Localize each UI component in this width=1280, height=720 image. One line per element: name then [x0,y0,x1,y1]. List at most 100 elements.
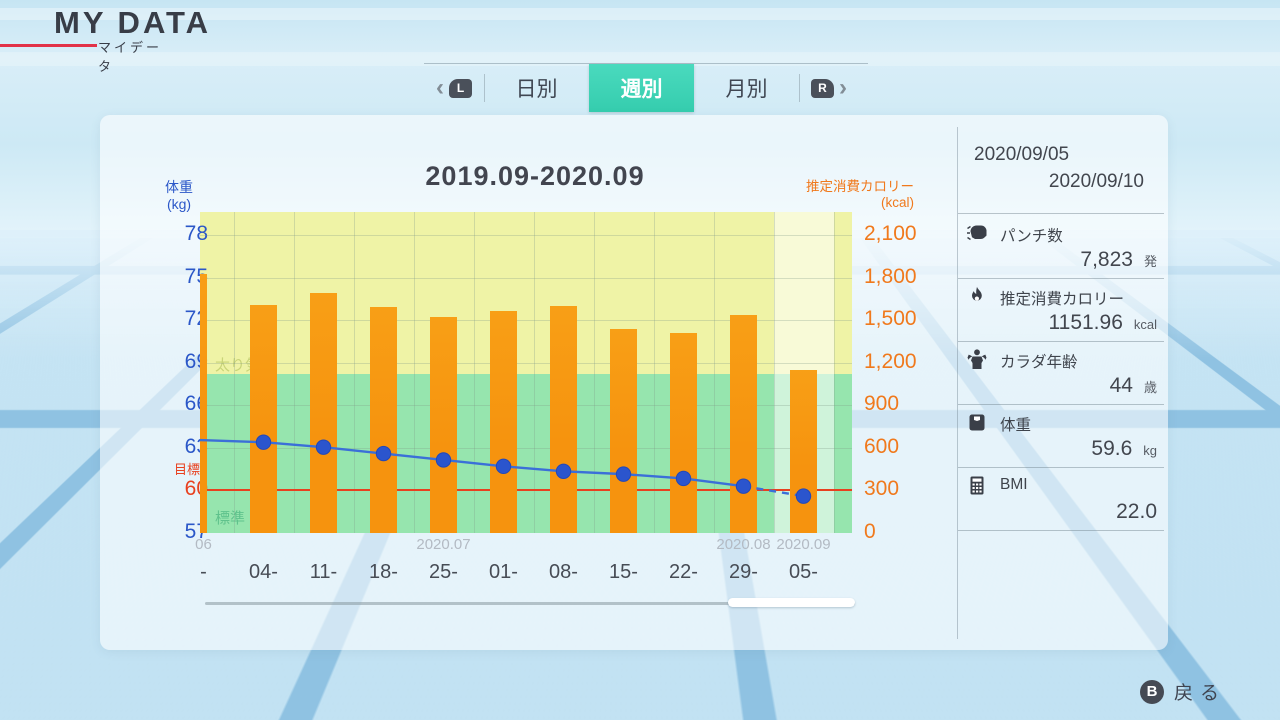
gridline-horizontal [200,235,852,237]
sky-band [0,8,1280,20]
gridline-vertical [293,212,295,533]
date-range-end: 2020/09/10 [1048,171,1144,192]
stat-divider [958,213,1164,214]
calorie-bar [370,307,397,533]
tab-daily[interactable]: 日別 [515,78,558,101]
calorie-bar [200,274,207,533]
stat-value: 22.0 [1116,500,1157,523]
stat-value-row: 22.0 [958,500,1157,528]
weight-line [200,438,744,488]
weight-point [315,439,332,455]
stat-unit: kcal [1133,317,1157,332]
tab-monthly[interactable]: 月別 [725,78,768,101]
stat-value-row: 59.6 kg [958,437,1157,465]
calorie-bar [610,328,637,533]
period-tabbar: ‹ L 日別 週別 月別 R › [424,64,864,112]
stat-label: パンチ数 [1000,228,1063,245]
gridline-horizontal [200,320,852,322]
prev-period-button[interactable]: ‹ L [424,64,484,112]
chevron-right-icon: › [839,74,847,101]
date-range: 2020/09/05 2020/09/10 [958,144,1158,193]
next-period-button[interactable]: R › [799,64,859,112]
stat-value-row: 44 歳 [958,374,1157,402]
boxing-glove-icon [966,222,988,244]
gridline-vertical [353,212,355,533]
chart-title: 2019.09-2020.09 [425,161,645,191]
stat-label: カラダ年齢 [1000,354,1078,371]
stat-divider [958,404,1164,405]
weight-point [555,463,572,479]
panel-divider [957,127,958,639]
date-range-start: 2020/09/05 [974,144,1070,165]
gridline-horizontal [200,362,852,364]
stat-row-calculator: BMI 22.0 [958,474,1164,537]
gridline-vertical [533,212,535,533]
weight-point [615,466,632,482]
weight-point [675,470,692,487]
title-underline [0,44,97,47]
gridline-vertical [773,212,775,533]
chevron-left-icon: ‹ [436,74,444,101]
left-axis-title: 体重 (kg) [165,179,193,212]
weight-point [735,478,752,494]
calorie-bar [790,369,817,533]
stat-label: 体重 [1000,417,1032,434]
calorie-bar [310,293,337,533]
stat-value: 59.6 [1091,437,1133,460]
weight-point [795,488,812,504]
l-button-icon: L [449,78,472,98]
calorie-bar [430,317,457,533]
weight-line-layer [200,434,812,504]
stat-value: 7,823 [1080,248,1133,271]
gridline-horizontal [200,277,852,279]
stat-unit: 発 [1143,254,1157,269]
weight-point [255,434,272,450]
back-button-hint[interactable]: B 戻る [1140,678,1226,705]
stat-divider [958,530,1164,531]
page-title: MY DATA [54,5,212,40]
tab-weekly[interactable]: 週別 [589,64,694,112]
r-button-icon: R [811,78,834,98]
gridline-vertical [233,212,235,533]
zone-label-normal: 標準 [215,510,246,527]
goal-weight-line [200,489,852,492]
stat-row-boxing-glove: パンチ数 7,823 発 [958,222,1164,285]
calculator-icon [966,474,988,496]
scale-icon [966,411,988,433]
stat-value: 44 [1109,374,1133,397]
stat-divider [958,467,1164,468]
chart-plot-area: 太り気味 標準 [200,212,852,533]
calorie-bar [550,305,577,533]
stat-row-muscle: カラダ年齢 44 歳 [958,348,1164,411]
right-axis-title: 推定消費カロリー (kcal) [806,179,914,211]
gridline-vertical [473,212,475,533]
calorie-bar [670,333,697,533]
calorie-bar [490,311,517,533]
b-button-icon: B [1140,679,1164,704]
gridline-vertical [653,212,655,533]
flame-icon [966,285,988,307]
stat-value-row: 7,823 発 [958,248,1157,276]
gridline-horizontal [200,405,852,407]
gridline-vertical [593,212,595,533]
gridline-vertical [713,212,715,533]
chart-scrollbar-thumb[interactable] [728,598,855,607]
chart-scrollbar-track[interactable] [205,602,855,605]
stat-divider [958,341,1164,342]
gridline-horizontal [200,447,852,449]
stat-value-row: 1151.96 kcal [958,311,1157,339]
gridline-vertical [413,212,415,533]
weight-point [495,458,512,475]
calorie-bar [250,305,277,533]
weight-point [375,445,392,462]
stat-row-scale: 体重 59.6 kg [958,411,1164,474]
calorie-bar [730,315,757,533]
tab-separator [484,74,485,102]
stat-row-flame: 推定消費カロリー 1151.96 kcal [958,285,1164,348]
stat-label: BMI [1000,476,1028,493]
stat-value: 1151.96 [1048,311,1123,334]
back-label: 戻る [1174,683,1227,704]
stat-divider [958,278,1164,279]
sky-band [0,52,1280,66]
